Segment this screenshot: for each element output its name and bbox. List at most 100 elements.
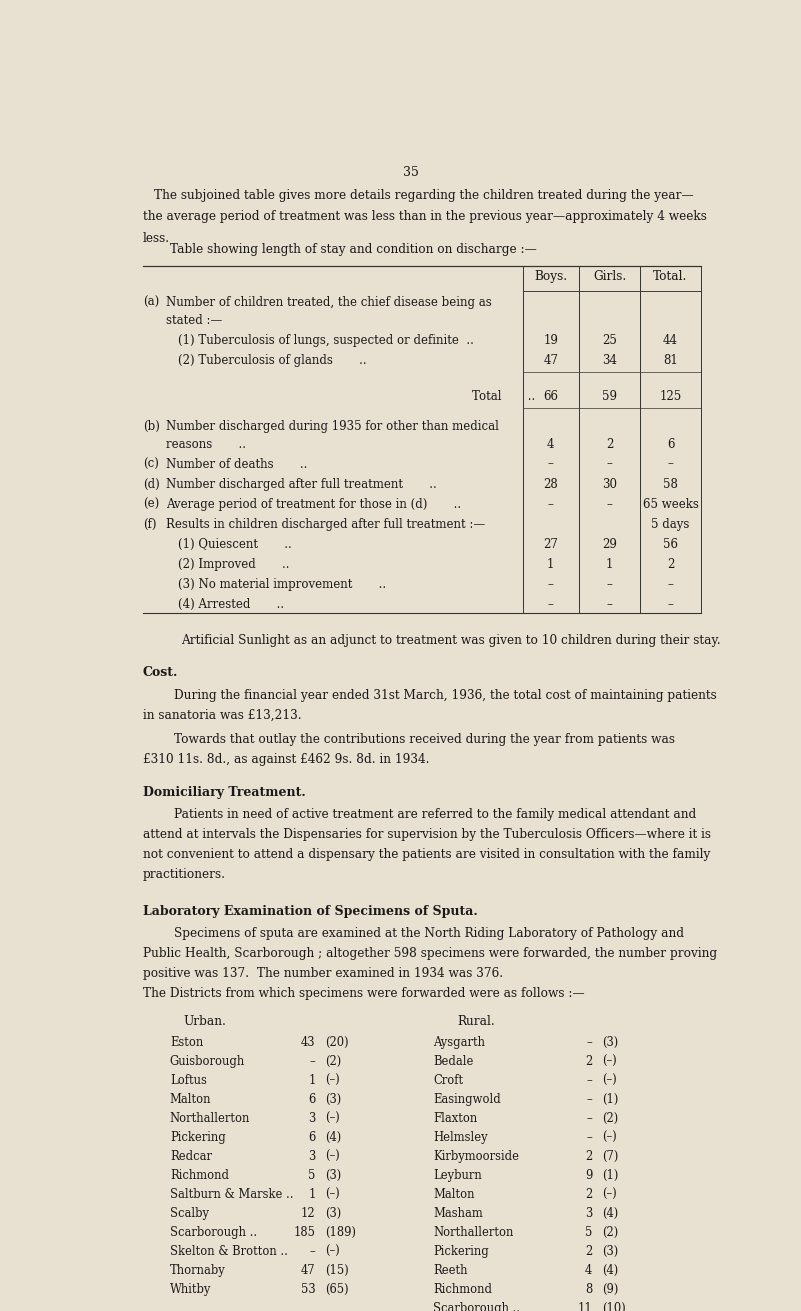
Text: Leyburn: Leyburn <box>433 1169 482 1183</box>
Text: Northallerton: Northallerton <box>170 1112 250 1125</box>
Text: 47: 47 <box>543 354 558 367</box>
Text: (3) No material improvement       ..: (3) No material improvement .. <box>178 578 386 591</box>
Text: Easingwold: Easingwold <box>433 1093 501 1106</box>
Text: (3): (3) <box>325 1169 341 1183</box>
Text: (1): (1) <box>602 1169 618 1183</box>
Text: 19: 19 <box>543 334 558 347</box>
Text: Scarborough ..: Scarborough .. <box>433 1302 521 1311</box>
Text: (3): (3) <box>602 1245 618 1259</box>
Text: Helmsley: Helmsley <box>433 1131 488 1145</box>
Text: 11: 11 <box>578 1302 592 1311</box>
Text: (65): (65) <box>325 1283 348 1297</box>
Text: 185: 185 <box>294 1226 316 1239</box>
Text: Towards that outlay the contributions received during the year from patients was: Towards that outlay the contributions re… <box>174 733 674 746</box>
Text: (f): (f) <box>143 518 156 531</box>
Text: Skelton & Brotton ..: Skelton & Brotton .. <box>170 1245 288 1259</box>
Text: 2: 2 <box>585 1188 592 1201</box>
Text: (1) Tuberculosis of lungs, suspected or definite  ..: (1) Tuberculosis of lungs, suspected or … <box>178 334 473 347</box>
Text: 2: 2 <box>585 1245 592 1259</box>
Text: 4: 4 <box>547 438 554 451</box>
Text: (20): (20) <box>325 1036 348 1049</box>
Text: 29: 29 <box>602 538 617 551</box>
Text: 44: 44 <box>663 334 678 347</box>
Text: 35: 35 <box>403 165 418 178</box>
Text: Total.: Total. <box>654 270 688 283</box>
Text: –: – <box>606 598 613 611</box>
Text: Guisborough: Guisborough <box>170 1055 245 1068</box>
Text: Saltburn & Marske ..: Saltburn & Marske .. <box>170 1188 293 1201</box>
Text: (3): (3) <box>325 1207 341 1221</box>
Text: –: – <box>548 458 553 471</box>
Text: 1: 1 <box>308 1074 316 1087</box>
Text: (9): (9) <box>602 1283 618 1297</box>
Text: 28: 28 <box>543 477 558 490</box>
Text: £310 11s. 8d., as against £462 9s. 8d. in 1934.: £310 11s. 8d., as against £462 9s. 8d. i… <box>143 754 429 767</box>
Text: 56: 56 <box>663 538 678 551</box>
Text: (2): (2) <box>325 1055 341 1068</box>
Text: –: – <box>606 458 613 471</box>
Text: –: – <box>548 578 553 591</box>
Text: 2: 2 <box>585 1055 592 1068</box>
Text: Loftus: Loftus <box>170 1074 207 1087</box>
Text: Urban.: Urban. <box>183 1015 226 1028</box>
Text: –: – <box>310 1245 316 1259</box>
Text: 58: 58 <box>663 477 678 490</box>
Text: 25: 25 <box>602 334 617 347</box>
Text: 3: 3 <box>308 1150 316 1163</box>
Text: –: – <box>586 1112 592 1125</box>
Text: –: – <box>667 578 674 591</box>
Text: –: – <box>606 578 613 591</box>
Text: Number discharged during 1935 for other than medical: Number discharged during 1935 for other … <box>166 420 499 433</box>
Text: –: – <box>310 1055 316 1068</box>
Text: 1: 1 <box>547 557 554 570</box>
Text: (7): (7) <box>602 1150 618 1163</box>
Text: 3: 3 <box>308 1112 316 1125</box>
Text: 5: 5 <box>585 1226 592 1239</box>
Text: Specimens of sputa are examined at the North Riding Laboratory of Pathology and: Specimens of sputa are examined at the N… <box>174 927 684 940</box>
Text: Number discharged after full treatment       ..: Number discharged after full treatment .… <box>166 477 437 490</box>
Text: Cost.: Cost. <box>143 666 178 679</box>
Text: –: – <box>548 598 553 611</box>
Text: 6: 6 <box>666 438 674 451</box>
Text: 2: 2 <box>585 1150 592 1163</box>
Text: (–): (–) <box>325 1112 340 1125</box>
Text: Scarborough ..: Scarborough .. <box>170 1226 257 1239</box>
Text: (c): (c) <box>143 458 159 471</box>
Text: (3): (3) <box>602 1036 618 1049</box>
Text: (2): (2) <box>602 1226 618 1239</box>
Text: 59: 59 <box>602 389 618 402</box>
Text: (–): (–) <box>602 1188 617 1201</box>
Text: 47: 47 <box>301 1264 316 1277</box>
Text: Rural.: Rural. <box>457 1015 495 1028</box>
Text: 6: 6 <box>308 1131 316 1145</box>
Text: positive was 137.  The number examined in 1934 was 376.: positive was 137. The number examined in… <box>143 968 503 981</box>
Text: (2): (2) <box>602 1112 618 1125</box>
Text: Whitby: Whitby <box>170 1283 211 1297</box>
Text: (–): (–) <box>325 1188 340 1201</box>
Text: Kirbymoorside: Kirbymoorside <box>433 1150 519 1163</box>
Text: Average period of treatment for those in (d)       ..: Average period of treatment for those in… <box>166 498 461 511</box>
Text: (3): (3) <box>325 1093 341 1106</box>
Text: not convenient to attend a dispensary the patients are visited in consultation w: not convenient to attend a dispensary th… <box>143 848 710 861</box>
Text: Table showing length of stay and condition on discharge :—: Table showing length of stay and conditi… <box>170 243 537 256</box>
Text: (d): (d) <box>143 477 159 490</box>
Text: (2) Tuberculosis of glands       ..: (2) Tuberculosis of glands .. <box>178 354 366 367</box>
Text: –: – <box>586 1074 592 1087</box>
Text: in sanatoria was £13,213.: in sanatoria was £13,213. <box>143 709 301 721</box>
Text: Malton: Malton <box>433 1188 475 1201</box>
Text: 66: 66 <box>543 389 558 402</box>
Text: Croft: Croft <box>433 1074 464 1087</box>
Text: (–): (–) <box>602 1131 617 1145</box>
Text: (4): (4) <box>325 1131 341 1145</box>
Text: (b): (b) <box>143 420 159 433</box>
Text: Flaxton: Flaxton <box>433 1112 477 1125</box>
Text: Results in children discharged after full treatment :—: Results in children discharged after ful… <box>166 518 485 531</box>
Text: Patients in need of active treatment are referred to the family medical attendan: Patients in need of active treatment are… <box>174 808 696 821</box>
Text: 9: 9 <box>585 1169 592 1183</box>
Text: (1): (1) <box>602 1093 618 1106</box>
Text: (189): (189) <box>325 1226 356 1239</box>
Text: (a): (a) <box>143 296 159 309</box>
Text: Boys.: Boys. <box>534 270 567 283</box>
Text: 1: 1 <box>308 1188 316 1201</box>
Text: practitioners.: practitioners. <box>143 868 226 881</box>
